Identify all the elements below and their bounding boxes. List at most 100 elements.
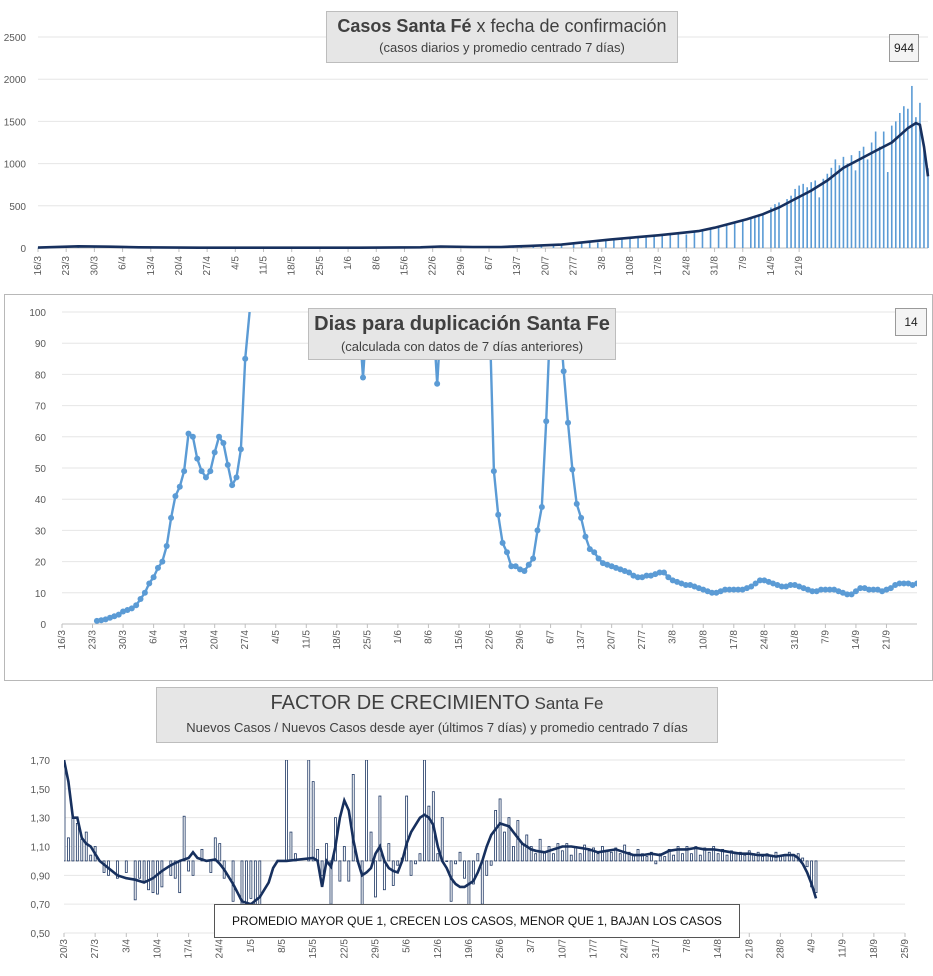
duplication-point bbox=[154, 564, 161, 571]
cases-daily-bar bbox=[758, 215, 760, 248]
growth-daily-bar bbox=[605, 850, 609, 862]
growth-daily-bar bbox=[463, 860, 466, 879]
growth-daily-bar bbox=[663, 856, 667, 862]
growth-daily-bar bbox=[667, 848, 671, 862]
duplication-point bbox=[181, 468, 188, 475]
growth-x-tick-label: 8/5 bbox=[277, 939, 288, 953]
growth-y-tick-label: 1,30 bbox=[31, 814, 51, 825]
growth-daily-bar bbox=[494, 810, 498, 862]
cases-daily-bar bbox=[915, 117, 917, 249]
duplication-x-tick-label: 25/5 bbox=[362, 630, 373, 650]
growth-daily-bar bbox=[529, 846, 533, 862]
duplication-y-tick-label: 60 bbox=[35, 433, 47, 444]
growth-daily-bar bbox=[80, 838, 84, 862]
growth-daily-bar bbox=[507, 817, 511, 862]
duplication-point bbox=[503, 549, 510, 556]
cases-x-tick-label: 18/5 bbox=[287, 256, 298, 276]
cases-x-tick-label: 31/8 bbox=[710, 256, 721, 276]
cases-daily-bar bbox=[882, 131, 885, 248]
growth-x-tick-label: 25/9 bbox=[900, 939, 911, 959]
duplication-point bbox=[787, 582, 794, 588]
duplication-x-tick-label: 6/7 bbox=[546, 630, 557, 644]
duplication-series bbox=[93, 312, 933, 624]
growth-daily-bar bbox=[213, 837, 217, 862]
growth-daily-bar bbox=[342, 846, 346, 862]
cases-daily-bar bbox=[850, 155, 853, 248]
duplication-point bbox=[434, 380, 441, 387]
cases-x-tick-label: 10/8 bbox=[625, 256, 636, 276]
duplication-point bbox=[560, 368, 567, 375]
duplication-point bbox=[927, 574, 933, 580]
growth-y-tick-label: 1,50 bbox=[31, 785, 51, 796]
duplication-point bbox=[521, 567, 528, 574]
duplication-point bbox=[490, 468, 497, 475]
growth-x-tick-label: 17/7 bbox=[589, 939, 600, 959]
cases-x-tick-label: 6/4 bbox=[118, 256, 129, 270]
growth-x-tick-label: 29/5 bbox=[370, 939, 381, 959]
growth-y-tick-label: 0,90 bbox=[31, 871, 51, 882]
duplication-x-tick-label: 30/3 bbox=[118, 630, 129, 650]
cases-daily-bar bbox=[733, 222, 736, 248]
duplication-point bbox=[591, 549, 598, 556]
growth-daily-bar bbox=[685, 846, 689, 862]
cases-daily-bar bbox=[645, 236, 647, 248]
growth-title-main: FACTOR DE CRECIMIENTO bbox=[270, 692, 530, 714]
growth-daily-bar bbox=[200, 848, 204, 862]
growth-daily-bar bbox=[614, 847, 618, 862]
growth-x-tick-label: 24/4 bbox=[215, 939, 226, 959]
duplication-point bbox=[682, 582, 689, 588]
growth-daily-bar bbox=[520, 843, 524, 862]
cases-x-tick-label: 7/9 bbox=[738, 256, 749, 270]
duplication-point bbox=[128, 605, 135, 612]
cases-y-tick-label: 0 bbox=[20, 244, 26, 255]
growth-daily-bar bbox=[730, 850, 733, 862]
growth-x-tick-label: 12/6 bbox=[433, 939, 444, 959]
growth-daily-bar bbox=[592, 847, 595, 862]
cases-daily-bar bbox=[842, 156, 845, 248]
duplication-point bbox=[211, 449, 218, 456]
growth-daily-bar bbox=[374, 860, 377, 898]
cases-y-tick-label: 500 bbox=[9, 202, 26, 213]
growth-chart: 0,50 0,70 0,90 1,10 1,30 1,50 1,70 20/3 27/3 3/4 1… bbox=[31, 756, 911, 959]
duplication-x-tick-label: 29/6 bbox=[515, 630, 526, 650]
panel-cases: 0 500 1000 1500 2000 2500 16/3 23/3 30/3 6/4 13/4 2… bbox=[0, 0, 933, 290]
duplication-title: Dias para duplicación Santa Fe bbox=[314, 313, 610, 335]
cases-x-tick-label: 20/7 bbox=[540, 256, 551, 276]
cases-daily-bar bbox=[701, 230, 704, 248]
growth-daily-bar bbox=[725, 854, 729, 862]
cases-daily-bar bbox=[838, 165, 841, 248]
duplication-x-tick-label: 20/7 bbox=[607, 630, 618, 650]
growth-daily-bar bbox=[765, 853, 769, 862]
growth-daily-bar bbox=[471, 860, 475, 885]
growth-daily-bar bbox=[587, 850, 591, 862]
duplication-point bbox=[730, 586, 737, 593]
growth-daily-bar bbox=[311, 781, 315, 862]
growth-x-tick-label: 14/8 bbox=[713, 939, 724, 959]
growth-daily-bar bbox=[365, 760, 368, 862]
cases-daily-bar bbox=[613, 238, 615, 248]
growth-daily-bar bbox=[716, 853, 720, 862]
cases-title-bold: Casos Santa Fé bbox=[337, 16, 472, 36]
duplication-chart: 0 10 20 30 40 50 60 70 80 90 100 16/3 23/3 30/3 6/4 13/… bbox=[29, 308, 933, 650]
cases-daily-bar bbox=[899, 112, 901, 249]
cases-x-tick-label: 27/4 bbox=[202, 256, 213, 276]
growth-daily-bar bbox=[64, 760, 66, 862]
growth-x-tick-label: 26/6 bbox=[495, 939, 506, 959]
duplication-point bbox=[778, 583, 785, 590]
cases-daily-bar bbox=[778, 202, 780, 248]
duplication-y-tick-label: 70 bbox=[35, 402, 47, 413]
cases-daily-bar bbox=[874, 131, 877, 248]
duplication-x-tick-label: 18/5 bbox=[332, 630, 343, 650]
duplication-point bbox=[115, 611, 122, 618]
cases-x-tick-label: 11/5 bbox=[259, 256, 270, 275]
duplication-point bbox=[735, 586, 742, 593]
duplication-point bbox=[569, 466, 576, 473]
duplication-point bbox=[586, 546, 593, 553]
cases-daily-bar bbox=[886, 172, 889, 248]
growth-daily-bar bbox=[67, 837, 70, 862]
duplication-point bbox=[543, 418, 550, 425]
growth-daily-bar bbox=[84, 831, 88, 862]
cases-daily-bar bbox=[907, 108, 909, 249]
duplication-point bbox=[508, 563, 515, 570]
cases-y-tick-label: 1500 bbox=[4, 117, 27, 128]
